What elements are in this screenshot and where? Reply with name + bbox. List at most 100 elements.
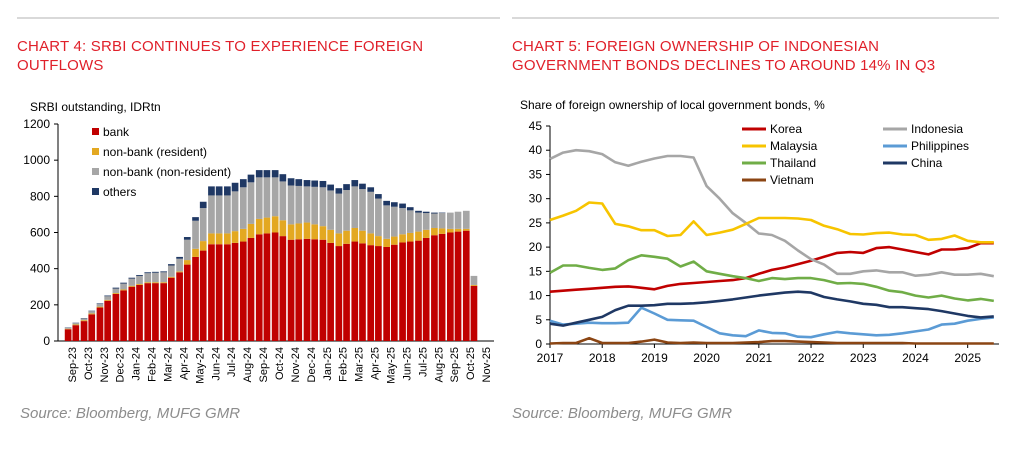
bar-segment xyxy=(231,242,239,341)
bar-segment xyxy=(64,328,72,330)
bar-segment xyxy=(255,234,263,341)
bar-segment xyxy=(104,300,112,341)
bar-x-tick-label: Jan-25 xyxy=(322,347,334,381)
bar-segment xyxy=(208,244,215,341)
bar-segment xyxy=(263,233,271,341)
bar-segment xyxy=(224,186,231,196)
line-y-tick-label: 35 xyxy=(529,167,543,181)
bar-segment xyxy=(422,229,430,238)
bar-segment xyxy=(208,233,215,245)
bar-segment xyxy=(311,186,319,225)
bar-segment xyxy=(303,222,311,239)
right-title-line2: GOVERNMENT BONDS DECLINES TO AROUND 14% … xyxy=(512,57,936,74)
bar-segment xyxy=(128,277,136,279)
bar-segment xyxy=(335,193,343,234)
bar-segment xyxy=(454,228,462,232)
bar-x-tick-label: Aug-25 xyxy=(433,347,445,382)
bar-x-tick-label: Sep-23 xyxy=(67,347,79,382)
bar-segment xyxy=(390,202,398,207)
bar-segment xyxy=(152,271,159,273)
bar-segment xyxy=(351,180,359,187)
bar-segment xyxy=(279,181,287,221)
bar-segment xyxy=(72,323,80,325)
bar-segment xyxy=(319,239,327,341)
bar-segment xyxy=(279,174,287,182)
bar-segment xyxy=(183,237,191,240)
bar-x-tick-label: Aug-24 xyxy=(242,347,254,382)
bar-segment xyxy=(96,307,104,341)
bar-segment xyxy=(406,241,414,341)
bar-x-tick-label: Apr-25 xyxy=(370,347,382,380)
bar-segment xyxy=(215,195,223,234)
bar-segment xyxy=(431,227,438,236)
left-chart-title: CHART 4: SRBI CONTINUES TO EXPERIENCE FO… xyxy=(17,37,423,75)
bar-segment xyxy=(192,256,199,341)
bar-segment xyxy=(112,293,120,294)
line-x-tick-label: 2020 xyxy=(693,351,720,365)
bar-x-tick-label: Mar-24 xyxy=(163,347,175,382)
bar-segment xyxy=(160,272,168,283)
bar-segment xyxy=(422,213,430,230)
bar-x-tick-label: Apr-24 xyxy=(178,347,190,380)
bar-segment xyxy=(327,229,334,243)
bar-segment xyxy=(80,321,88,341)
legend-label: others xyxy=(103,185,136,199)
bar-segment xyxy=(327,190,334,230)
bar-segment xyxy=(168,276,175,278)
line-x-tick-label: 2025 xyxy=(954,351,981,365)
bar-segment xyxy=(88,313,96,315)
bar-segment xyxy=(438,213,446,229)
bar-segment xyxy=(160,282,168,284)
bar-segment xyxy=(104,296,112,300)
bar-x-tick-label: Oct-25 xyxy=(465,347,477,380)
bar-segment xyxy=(406,207,414,211)
bar-x-tick-label: Feb-25 xyxy=(338,347,350,382)
bar-segment xyxy=(327,184,334,191)
bar-segment xyxy=(104,299,112,301)
bar-segment xyxy=(343,230,350,244)
bar-segment xyxy=(343,184,350,191)
bar-segment xyxy=(136,275,143,285)
line-y-tick-label: 30 xyxy=(529,192,543,206)
bar-segment xyxy=(80,320,88,322)
bar-y-tick-label: 1200 xyxy=(23,117,50,131)
bar-x-tick-label: Oct-23 xyxy=(83,347,95,380)
bar-x-tick-label: Dec-24 xyxy=(306,347,318,382)
series-line-indonesia xyxy=(549,148,995,278)
bar-segment xyxy=(120,290,127,341)
bar-segment xyxy=(96,306,104,308)
bar-segment xyxy=(271,216,279,233)
line-y-tick-label: 0 xyxy=(535,337,542,351)
bar-segment xyxy=(311,224,319,240)
bar-segment xyxy=(431,212,438,214)
line-x-tick-label: 2017 xyxy=(537,351,564,365)
bar-segment xyxy=(375,246,382,341)
bar-segment xyxy=(431,213,438,228)
bar-segment xyxy=(375,198,382,237)
bar-segment xyxy=(215,244,223,341)
line-y-tick-label: 45 xyxy=(529,119,543,133)
bar-segment xyxy=(415,240,422,341)
bar-chart-ylabel: SRBI outstanding, IDRtn xyxy=(30,100,161,114)
bar-segment xyxy=(208,186,215,196)
bar-segment xyxy=(199,241,207,251)
bar-segment xyxy=(383,238,390,247)
bar-segment xyxy=(263,217,271,234)
series-line-china xyxy=(549,290,994,327)
bar-segment xyxy=(255,218,263,235)
bar-x-tick-label: Mar-25 xyxy=(354,347,366,382)
bar-segment xyxy=(415,210,422,213)
bar-segment xyxy=(319,180,327,188)
right-title-line1: CHART 5: FOREIGN OWNERSHIP OF INDONESIAN xyxy=(512,38,880,55)
bar-x-tick-label: Dec-23 xyxy=(115,347,127,382)
bar-segment xyxy=(271,170,279,178)
bar-segment xyxy=(183,264,191,341)
bar-segment xyxy=(128,278,136,286)
bar-segment xyxy=(152,282,159,284)
bar-segment xyxy=(136,284,143,285)
bar-x-tick-label: Feb-24 xyxy=(147,347,159,382)
bar-segment xyxy=(367,191,375,234)
bar-segment xyxy=(375,194,382,199)
bar-segment xyxy=(351,186,359,228)
right-panel: CHART 5: FOREIGN OWNERSHIP OF INDONESIAN… xyxy=(512,0,1022,453)
